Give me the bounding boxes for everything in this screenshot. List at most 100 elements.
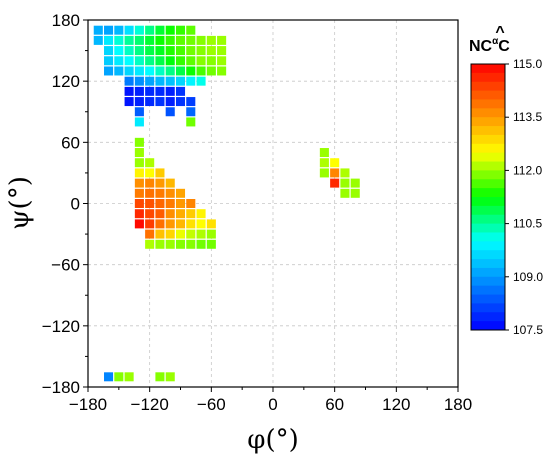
heatmap-cell [165, 66, 175, 76]
colorbar-segment [471, 152, 505, 162]
heatmap-cell [155, 35, 165, 45]
heatmap-cell [134, 199, 144, 208]
heatmap-cell [134, 76, 144, 86]
colorbar-title-end: C [498, 38, 510, 55]
heatmap-cell [124, 46, 134, 56]
heatmap-cell [175, 199, 186, 208]
heatmap-cell [145, 97, 155, 107]
heatmap-cell [165, 372, 175, 382]
heatmap-cell [206, 56, 216, 66]
x-tick-label: −120 [131, 395, 169, 414]
heatmap-cell [175, 76, 186, 86]
heatmap-cells [93, 25, 360, 382]
heatmap-cell [175, 25, 186, 35]
heatmap-cell [175, 46, 186, 56]
heatmap-cell [93, 35, 103, 45]
heatmap-cell [134, 137, 144, 147]
colorbar-title-accent: ^ [495, 24, 504, 41]
heatmap-cell [124, 97, 134, 107]
heatmap-cell [145, 46, 155, 56]
colorbar-segment [471, 294, 505, 304]
colorbar-tick-labels: 115.0 113.5 112.0 110.5 109.0 107.5 [513, 57, 543, 337]
heatmap-cell [165, 219, 175, 229]
y-tick-label: 60 [61, 133, 80, 152]
heatmap-cell [175, 229, 186, 239]
colorbar-segment [471, 321, 505, 331]
heatmap-cell [124, 86, 134, 96]
colorbar-tick-label: 107.5 [513, 323, 543, 337]
heatmap-cell [155, 66, 165, 76]
colorbar-segment [471, 161, 505, 171]
heatmap-cell [175, 86, 186, 96]
heatmap-cell [319, 158, 329, 168]
heatmap-cell [196, 76, 206, 86]
colorbar-segment [471, 99, 505, 109]
colorbar-tick-label: 110.5 [513, 217, 542, 231]
heatmap-cell [340, 178, 350, 188]
y-tick-label: −180 [42, 378, 80, 397]
heatmap-cell [155, 188, 165, 198]
heatmap-cell [104, 66, 114, 76]
heatmap-cell [206, 46, 216, 56]
heatmap-cell [145, 86, 155, 96]
colorbar-title-main: NC [469, 38, 493, 55]
colorbar-segment [471, 81, 505, 91]
heatmap-cell [134, 188, 144, 198]
heatmap-cell [145, 188, 155, 198]
colorbar-segment [471, 205, 505, 216]
heatmap-cell [104, 56, 114, 66]
heatmap-cell [165, 46, 175, 56]
heatmap-cell [165, 199, 175, 208]
colorbar-segment [471, 134, 505, 145]
heatmap-cell [114, 46, 124, 56]
heatmap-cell [186, 46, 196, 56]
colorbar-segment [471, 214, 505, 224]
colorbar-segment [471, 170, 505, 180]
heatmap-cell [155, 46, 165, 56]
heatmap-cell [124, 372, 134, 382]
axis-ticks [83, 19, 459, 392]
heatmap-cell [319, 148, 329, 158]
colorbar-segment [471, 179, 505, 189]
heatmap-cell [134, 66, 144, 76]
heatmap-cell [134, 97, 144, 107]
heatmap-cell [145, 76, 155, 86]
heatmap-cell [145, 229, 155, 239]
x-tick-label: 120 [382, 395, 410, 414]
heatmap-cell [165, 188, 175, 198]
heatmap-cell [196, 56, 206, 66]
heatmap-cell [186, 239, 196, 249]
heatmap-cell [206, 219, 216, 229]
heatmap-cell [165, 239, 175, 249]
colorbar-segment [471, 312, 505, 322]
heatmap-cell [217, 66, 227, 76]
colorbar-segment [471, 64, 505, 74]
heatmap-cell [175, 209, 186, 219]
heatmap-cell [175, 219, 186, 229]
heatmap-cell [165, 178, 175, 188]
heatmap-cell [155, 86, 165, 96]
colorbar-frame [470, 63, 506, 331]
heatmap-cell [186, 97, 196, 107]
heatmap-cell [145, 35, 155, 45]
colorbar-title: NCαC [469, 36, 510, 55]
heatmap-cell [350, 188, 360, 198]
heatmap-cell [124, 25, 134, 35]
heatmap-cell [175, 239, 186, 249]
heatmap-cell [134, 86, 144, 96]
heatmap-cell [165, 25, 175, 35]
heatmap-cell [155, 168, 165, 178]
heatmap-cell [145, 56, 155, 66]
y-tick-label: −60 [51, 256, 80, 275]
colorbar-tick-label: 115.0 [513, 57, 542, 71]
heatmap-cell [206, 239, 216, 249]
heatmap-cell [145, 239, 155, 249]
heatmap-cell [155, 97, 165, 107]
y-tick-label: 0 [71, 195, 80, 214]
heatmap-cell [330, 158, 340, 168]
x-tick-label: 0 [268, 395, 277, 414]
colorbar-segment [471, 276, 505, 287]
colorbar-segment [471, 197, 505, 207]
heatmap-cell [165, 107, 175, 117]
heatmap-cell [217, 35, 227, 45]
